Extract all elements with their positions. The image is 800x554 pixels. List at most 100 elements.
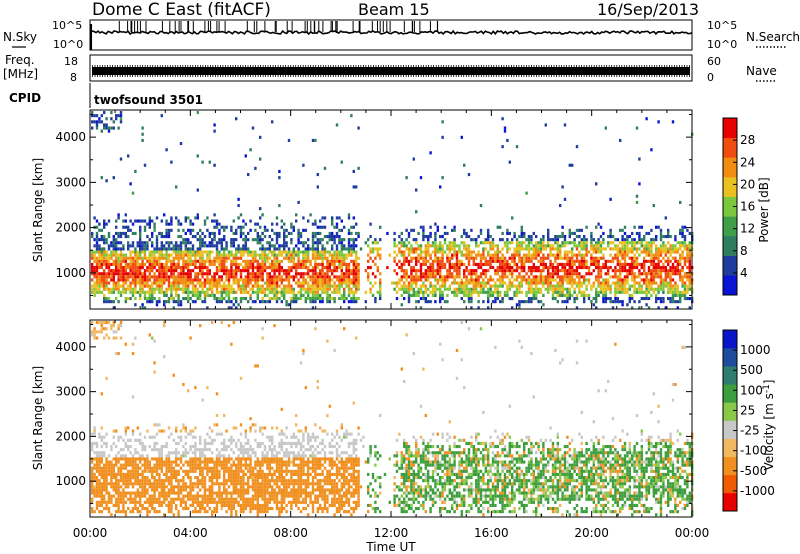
heatmap-cell — [165, 300, 168, 304]
heatmap-cell — [307, 269, 310, 273]
heatmap-cell — [203, 266, 207, 270]
heatmap-cell — [482, 253, 485, 257]
heatmap-cell — [503, 290, 507, 294]
heatmap-cell — [201, 231, 204, 235]
heatmap-cell — [491, 238, 495, 242]
heatmap-cell — [283, 287, 286, 291]
heatmap-cell — [107, 507, 111, 511]
heatmap-cell — [578, 235, 581, 239]
heatmap-cell — [323, 253, 327, 257]
heatmap-cell — [477, 235, 480, 239]
heatmap-cell — [575, 145, 579, 149]
heatmap-cell — [103, 222, 106, 226]
heatmap-cell — [177, 287, 180, 291]
heatmap-cell — [100, 472, 103, 476]
heatmap-cell — [650, 281, 653, 285]
heatmap-cell — [643, 281, 646, 285]
heatmap-cell — [213, 284, 216, 288]
heatmap-cell — [249, 306, 252, 310]
heatmap-cell — [554, 269, 557, 273]
heatmap-cell — [439, 235, 442, 239]
heatmap-cell — [475, 253, 478, 257]
heatmap-cell — [256, 297, 259, 301]
heatmap-cell — [467, 293, 471, 297]
heatmap-cell — [259, 256, 262, 260]
heatmap-cell — [441, 266, 444, 270]
heatmap-cell — [400, 269, 403, 273]
heatmap-cell — [239, 250, 243, 254]
heatmap-cell — [139, 438, 142, 442]
heatmap-cell — [112, 336, 115, 340]
heatmap-cell — [235, 238, 238, 242]
heatmap-cell — [124, 235, 127, 239]
heatmap-cell — [95, 466, 99, 470]
heatmap-cell — [160, 275, 163, 279]
heatmap-cell — [683, 235, 687, 239]
heatmap-cell — [458, 275, 461, 279]
heatmap-cell — [271, 238, 274, 242]
heatmap-cell — [568, 241, 571, 245]
heatmap-cell — [357, 266, 360, 270]
heatmap-cell — [501, 117, 504, 121]
heatmap-cell — [316, 173, 319, 177]
heatmap-cell — [506, 228, 509, 232]
heatmap-cell — [609, 275, 612, 279]
heatmap-cell — [208, 250, 211, 254]
heatmap-cell — [343, 256, 346, 260]
heatmap-cell — [105, 469, 108, 473]
heatmap-cell — [124, 225, 127, 229]
heatmap-cell — [110, 287, 113, 291]
heatmap-cell — [518, 241, 521, 245]
heatmap-cell — [403, 297, 406, 301]
heatmap-cell — [146, 281, 149, 285]
heatmap-cell — [422, 231, 425, 235]
heatmap-cell — [100, 278, 103, 282]
heatmap-cell — [151, 287, 154, 291]
heatmap-cell — [520, 275, 523, 279]
heatmap-cell — [110, 278, 113, 282]
heatmap-cell — [619, 241, 622, 245]
heatmap-cell — [619, 284, 622, 288]
heatmap-cell — [131, 463, 135, 467]
heatmap-cell — [259, 225, 262, 229]
heatmap-cell — [290, 238, 293, 242]
heatmap-cell — [160, 219, 163, 223]
heatmap-cell — [518, 281, 521, 285]
heatmap-cell — [544, 256, 547, 260]
heatmap-cell — [508, 262, 511, 266]
heatmap-cell — [105, 482, 108, 486]
heatmap-cell — [268, 290, 271, 294]
heatmap-cell — [496, 259, 499, 263]
heatmap-cell — [451, 256, 454, 260]
heatmap-cell — [242, 259, 245, 263]
heatmap-cell — [628, 293, 631, 297]
heatmap-cell — [494, 256, 497, 260]
heatmap-cell — [590, 262, 593, 266]
heatmap-cell — [614, 256, 617, 260]
heatmap-cell — [311, 269, 315, 273]
heatmap-cell — [515, 290, 519, 294]
heatmap-cell — [103, 476, 106, 480]
heatmap-cell — [460, 235, 463, 239]
heatmap-cell — [352, 244, 355, 248]
heatmap-cell — [503, 241, 507, 245]
heatmap-cell — [621, 284, 624, 288]
heatmap-cell — [585, 225, 588, 229]
heatmap-cell — [333, 250, 336, 254]
heatmap-cell — [520, 281, 523, 285]
heatmap-cell — [638, 272, 641, 276]
heatmap-cell — [259, 247, 262, 251]
heatmap-cell — [511, 241, 514, 245]
heatmap-cell — [91, 253, 94, 257]
heatmap-cell — [597, 284, 600, 288]
heatmap-cell — [367, 272, 370, 276]
heatmap-cell — [283, 269, 286, 273]
heatmap-cell — [179, 275, 183, 279]
heatmap-cell — [669, 272, 672, 276]
heatmap-cell — [112, 238, 115, 242]
heatmap-cell — [415, 293, 418, 297]
heatmap-cell — [230, 259, 233, 263]
heatmap-cell — [506, 293, 509, 297]
heatmap-cell — [273, 272, 276, 276]
heatmap-cell — [458, 287, 461, 291]
